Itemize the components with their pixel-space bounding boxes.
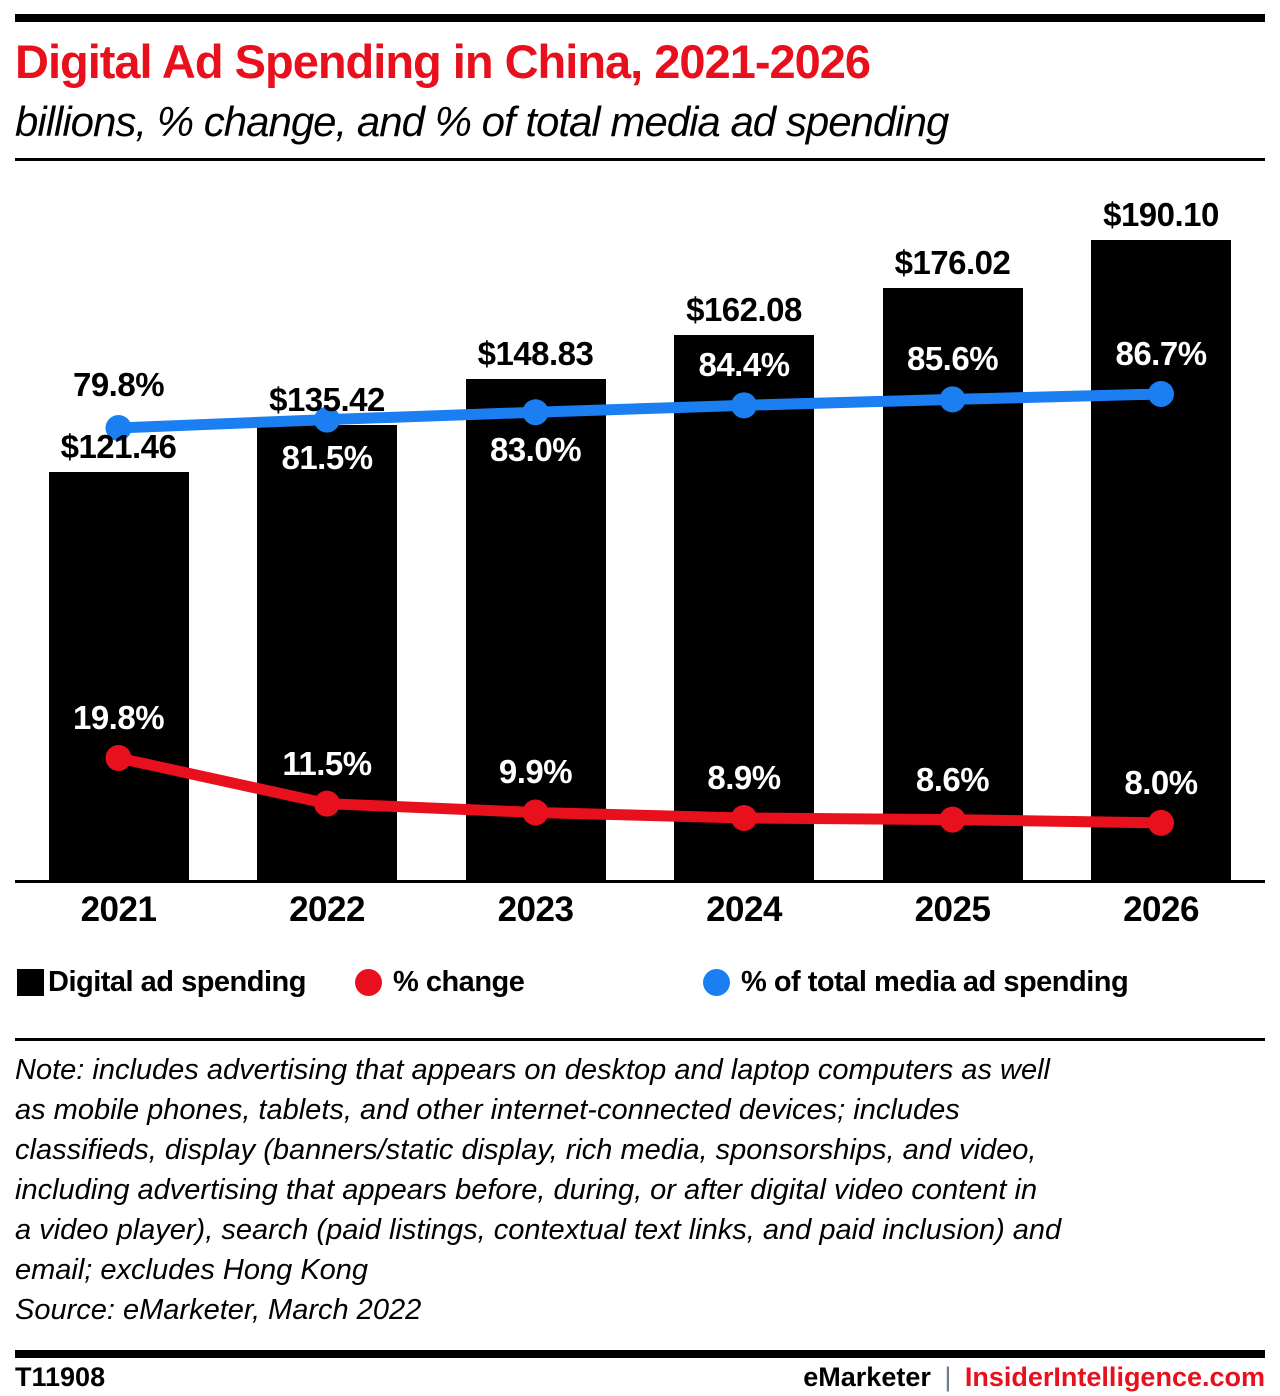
legend-rule	[15, 1038, 1265, 1041]
pct-change-label-2025: 8.6%	[915, 760, 990, 798]
footer-site-link: InsiderIntelligence.com	[964, 1362, 1265, 1392]
bar-value-label-2021: $121.46	[60, 427, 177, 465]
legend-swatch-pct-change	[355, 969, 382, 996]
legend-swatch-pct-total-media	[703, 969, 730, 996]
bar-value-label-2025: $176.02	[894, 243, 1011, 281]
footer-brand-emarketer: eMarketer	[803, 1362, 931, 1392]
line-series-layer	[105, 380, 1174, 836]
pct-total-media-label-2024: 84.4%	[698, 346, 790, 384]
bar-value-label-2024: $162.08	[686, 290, 802, 328]
note-line: Note: includes advertising that appears …	[15, 1054, 1050, 1086]
pct-change-label-2022: 11.5%	[282, 744, 372, 782]
bar-2021	[48, 471, 189, 881]
pct-change-label-2021: 19.8%	[72, 699, 165, 736]
bar-value-label-2022: $135.42	[269, 380, 385, 418]
header-rule	[15, 158, 1265, 161]
pct-total-media-label-2026: 86.7%	[1115, 334, 1207, 372]
note-line: including advertising that appears befor…	[15, 1174, 1038, 1206]
footer-branding: eMarketer | InsiderIntelligence.com	[803, 1362, 1265, 1392]
chart-note: Note: includes advertising that appears …	[15, 1050, 1265, 1330]
chart-legend: Digital ad spending % change % of total …	[0, 966, 1280, 1000]
top-rule	[15, 14, 1265, 22]
note-line: a video player), search (paid listings, …	[15, 1214, 1062, 1246]
legend-label-digital-ad-spending: Digital ad spending	[48, 966, 306, 998]
x-axis-label-2021: 2021	[80, 890, 157, 929]
legend-label-pct-total-media: % of total media ad spending	[741, 966, 1129, 998]
bar-value-label-2023: $148.83	[477, 335, 594, 373]
footer-rule	[15, 1350, 1265, 1358]
source-line: Source: eMarketer, March 2022	[15, 1294, 422, 1326]
legend-swatch-digital-ad-spending	[17, 969, 44, 996]
chart-id: T11908	[15, 1362, 106, 1392]
bar-value-label-2026: $190.10	[1103, 196, 1219, 234]
pct-total-media-label-2025: 85.6%	[906, 340, 999, 378]
page-subtitle: billions, % change, and % of total media…	[15, 98, 949, 145]
bar-2024	[674, 334, 814, 881]
pct-change-label-2026: 8.0%	[1124, 763, 1198, 801]
footer-separator: |	[944, 1362, 952, 1392]
x-axis-label-2026: 2026	[1123, 890, 1199, 929]
note-line: email; excludes Hong Kong	[15, 1254, 369, 1286]
x-axis-line	[15, 880, 1265, 883]
x-axis-label-2025: 2025	[914, 890, 991, 929]
x-axis-label-2024: 2024	[706, 890, 782, 929]
pct-change-label-2024: 8.9%	[707, 758, 781, 796]
chart-area: $121.46 2021 79.8% 19.8% $135.42 2022 81.5% 11.…	[48, 196, 1231, 929]
legend-label-pct-change: % change	[393, 966, 525, 998]
page-title: Digital Ad Spending in China, 2021-2026	[15, 35, 871, 88]
pct-total-media-label-2022: 81.5%	[281, 438, 373, 476]
x-axis-label-2022: 2022	[289, 890, 365, 929]
pct-total-media-label-2023: 83.0%	[489, 431, 582, 469]
note-line: classifieds, display (banners/static dis…	[15, 1134, 1037, 1166]
pct-total-media-label-2021: 79.8%	[72, 366, 165, 403]
x-axis-label-2023: 2023	[497, 890, 574, 929]
note-line: as mobile phones, tablets, and other int…	[15, 1094, 960, 1126]
bar-2022	[257, 424, 397, 881]
pct-change-label-2023: 9.9%	[498, 753, 573, 791]
